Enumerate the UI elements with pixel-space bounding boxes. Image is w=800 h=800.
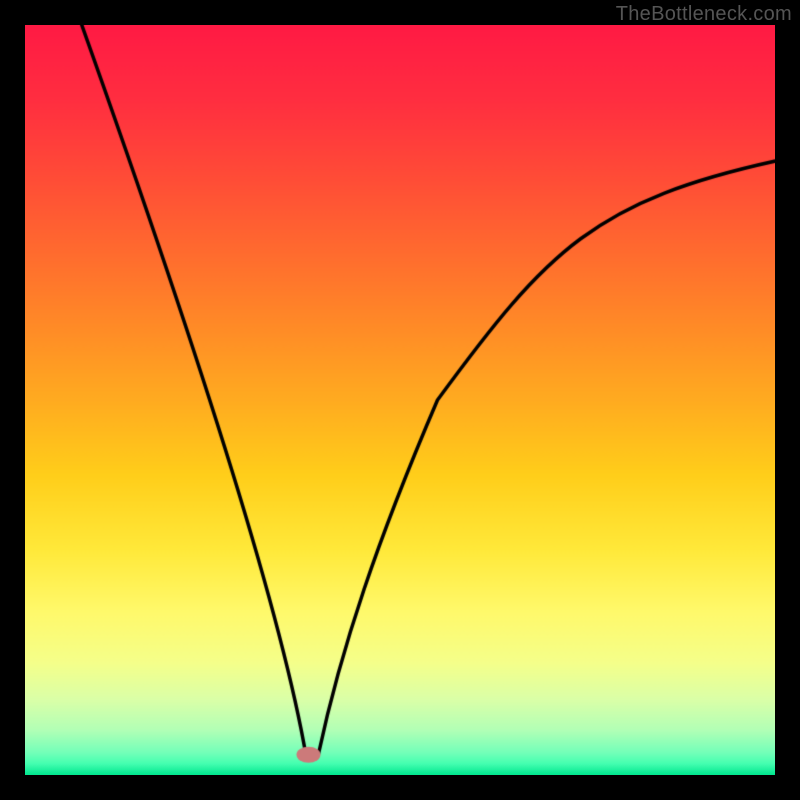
chart-frame: TheBottleneck.com xyxy=(0,0,800,800)
watermark-label: TheBottleneck.com xyxy=(616,3,792,26)
bottleneck-curve xyxy=(25,25,775,775)
plot-area xyxy=(25,25,775,775)
